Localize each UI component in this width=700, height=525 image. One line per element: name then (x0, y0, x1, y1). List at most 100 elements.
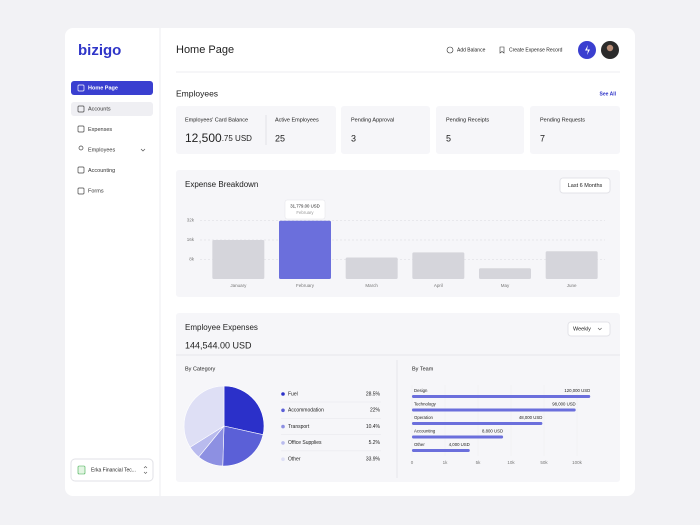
nav-item[interactable]: Employees (88, 147, 115, 153)
nav-hover-bg (71, 102, 153, 116)
bar (412, 435, 504, 439)
legend-label: Transport (288, 424, 310, 430)
legend-dot (281, 424, 285, 429)
stat-value: 3 (351, 133, 356, 143)
logo[interactable]: bizigo (78, 42, 121, 59)
nav-item[interactable]: Forms (88, 188, 104, 194)
x-tick-label: February (296, 283, 315, 288)
add-icon (446, 46, 454, 54)
nav-item[interactable]: Expenses (88, 127, 112, 133)
switch-icon (143, 466, 148, 474)
x-tick-label: 1k (443, 460, 449, 465)
page-title: Home Page (176, 44, 234, 56)
stat-value: 7 (540, 133, 545, 143)
bookmark-icon (499, 46, 505, 54)
chevron[interactable] (140, 148, 146, 152)
bar (412, 395, 591, 398)
panel-title: Expense Breakdown (185, 180, 258, 189)
legend-label: Other (288, 457, 301, 463)
y-tick-label: 32k (187, 218, 195, 223)
value-label: 98,000 USD (552, 402, 575, 407)
chevron (597, 327, 602, 331)
stat-card (176, 106, 336, 154)
period-select[interactable] (559, 177, 611, 194)
org-switcher[interactable] (70, 458, 154, 482)
tooltip-value: 31,779.00 USD (290, 204, 319, 209)
nav-icon (78, 145, 84, 151)
action-button[interactable]: Create Expense Record (509, 47, 563, 53)
y-tick-label: 8k (189, 257, 195, 262)
bar (279, 220, 331, 279)
stat-card (341, 106, 430, 154)
org-icon (77, 465, 86, 475)
x-tick-label: January (230, 283, 247, 288)
legend-label: Office Supplies (288, 440, 322, 446)
legend-dot (281, 441, 285, 445)
nav-icon (77, 84, 85, 92)
x-tick-label: May (501, 283, 510, 288)
pie-slice (183, 385, 225, 448)
value-label: 4,000 USD (449, 442, 470, 447)
bar-label: Other (414, 442, 425, 447)
bar (545, 251, 598, 279)
nav-icon (77, 187, 85, 195)
y-tick-label: 16k (187, 237, 195, 242)
period-label[interactable]: Last 6 Months (568, 183, 603, 189)
bar (412, 449, 470, 452)
nav-item[interactable]: Accounting (88, 168, 115, 174)
nav-item[interactable]: Home Page (88, 85, 118, 91)
stat-label: Employees' Card Balance (185, 117, 248, 123)
pie-slice (223, 385, 265, 436)
pie-slice (222, 425, 264, 467)
bolt-icon (585, 45, 590, 55)
balance-value: 12,500.75 USD (185, 131, 252, 145)
legend-label: Accommodation (288, 408, 324, 414)
x-tick-label: 50k (540, 460, 548, 465)
nav-active-bg (71, 81, 153, 95)
x-tick-label: March (365, 283, 378, 288)
bar (412, 252, 465, 279)
x-tick-label: 100k (572, 460, 583, 465)
bar-label: Technology (414, 402, 437, 407)
stat-card (530, 106, 620, 154)
panel-title: Employee Expenses (185, 323, 258, 332)
stat-label: Pending Approval (351, 117, 394, 123)
stat-label: Pending Requests (540, 117, 585, 123)
total-amount: 144,544.00 USD (185, 340, 252, 350)
bar (212, 240, 265, 279)
legend-value: 10.4% (366, 424, 381, 430)
nav-icon (77, 125, 85, 133)
bar (412, 408, 576, 412)
legend-value: 5.2% (369, 440, 381, 446)
x-tick-label: 5k (476, 460, 482, 465)
legend-value: 28.5% (366, 391, 381, 397)
stat-label: Pending Receipts (446, 117, 489, 123)
legend-dot (281, 457, 285, 462)
legend-value: 22% (370, 408, 381, 414)
x-tick-label: April (434, 283, 443, 288)
period-label[interactable]: Weekly (573, 326, 591, 332)
legend-value: 33.9% (366, 457, 381, 463)
bar-label: Design (414, 388, 428, 393)
bar-label: Accounting (414, 429, 436, 434)
nav-icon (77, 166, 85, 174)
period-select[interactable] (567, 321, 611, 337)
tooltip (284, 199, 326, 220)
balance-fraction: .75 USD (222, 134, 252, 143)
stat-label: Active Employees (275, 117, 319, 123)
section-title: Employees (176, 88, 218, 98)
action-button[interactable]: Add Balance (457, 47, 486, 53)
x-tick-label: 10k (507, 460, 515, 465)
avatar-face (606, 44, 614, 52)
legend-label: Fuel (288, 391, 298, 397)
nav-item[interactable]: Accounts (88, 106, 111, 112)
value-label: 48,000 USD (519, 415, 542, 420)
see-all-link[interactable]: See All (600, 91, 617, 97)
x-tick-label: 0 (411, 460, 414, 465)
bar (479, 268, 531, 279)
subsection-title: By Category (185, 366, 216, 372)
org-name[interactable]: Erka Financial Tec... (91, 467, 136, 473)
subsection-title: By Team (412, 366, 434, 372)
bar (345, 257, 398, 279)
